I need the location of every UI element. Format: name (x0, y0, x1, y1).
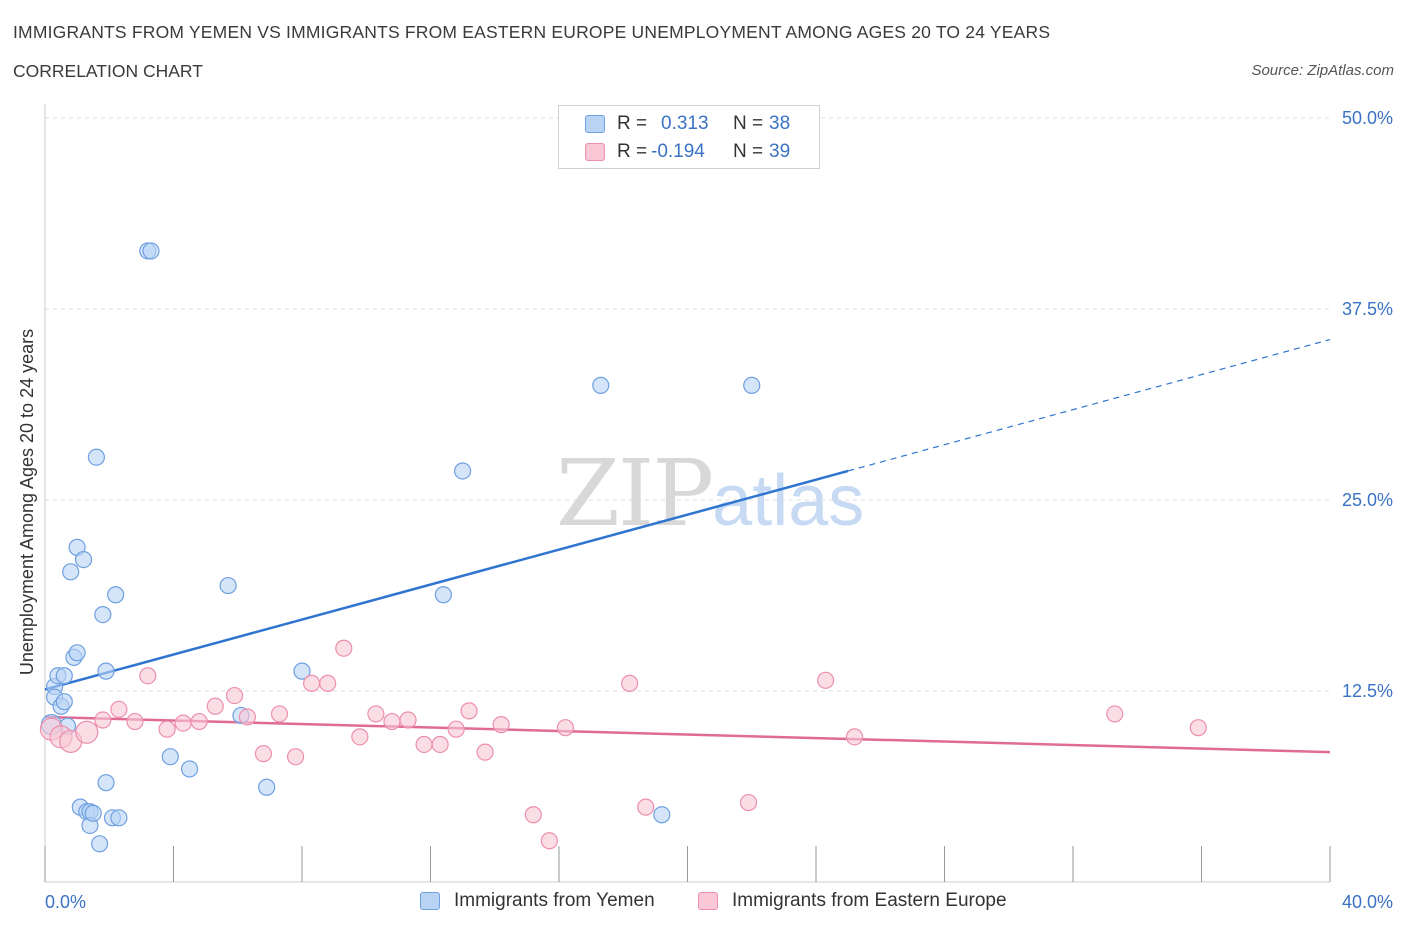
yemen-point (91, 835, 109, 853)
legend-n-label: N = (733, 141, 764, 162)
yemen-point (107, 586, 125, 604)
chart-title: IMMIGRANTS FROM YEMEN VS IMMIGRANTS FROM… (13, 22, 1051, 42)
eastern-europe-point (739, 793, 758, 812)
yemen-point (219, 576, 237, 595)
yemen-point (97, 774, 115, 792)
eastern-europe-point (621, 674, 639, 692)
eastern-europe-point (1189, 719, 1207, 737)
yemen-point (55, 667, 73, 685)
eastern-europe-point (75, 720, 99, 744)
legend-r-label: R = (617, 113, 648, 134)
eastern-europe-point (383, 712, 401, 731)
yemen-point (84, 804, 102, 822)
eastern-europe-trend-line (44, 715, 1331, 754)
correlation-legend: R = 0.313 N = 38 R = -0.194 N = 39 (558, 105, 820, 169)
eastern-europe-point (94, 711, 112, 729)
y-tick-label: 37.5% (1342, 299, 1393, 319)
yemen-point (110, 809, 128, 827)
eastern-europe-point (524, 806, 542, 824)
bottom-legend-swatch-yemen (420, 892, 440, 910)
yemen-point (87, 448, 106, 466)
y-tick-label: 25.0% (1342, 490, 1393, 510)
eastern-europe-point (460, 702, 478, 720)
eastern-europe-point (254, 745, 273, 763)
bottom-legend-label-yemen: Immigrants from Yemen (454, 890, 655, 911)
source-credit: Source: ZipAtlas.com (1251, 62, 1394, 79)
yemen-point (653, 806, 671, 824)
eastern-europe-point (556, 719, 575, 737)
legend-n-label: N = (733, 113, 764, 134)
yemen-point (55, 693, 73, 711)
x-tick-label: 0.0% (45, 892, 86, 912)
yemen-trend-line (44, 469, 849, 691)
legend-n-value-eastern-europe: 39 (769, 141, 791, 162)
legend-r-label: R = (617, 141, 648, 162)
legend-swatch-eastern-europe (585, 143, 605, 161)
legend-n-value-yemen: 38 (769, 113, 791, 134)
eastern-europe-point (158, 720, 176, 738)
eastern-europe-point (817, 671, 835, 689)
yemen-point (434, 586, 452, 604)
grid-layer (45, 117, 1330, 692)
bottom-legend-swatch-eastern-europe (698, 892, 718, 910)
eastern-europe-point (126, 712, 144, 731)
bottom-legend-label-eastern-europe: Immigrants from Eastern Europe (732, 890, 1007, 911)
yemen-point (68, 644, 86, 662)
yemen-point (180, 760, 199, 778)
eastern-europe-point (415, 735, 433, 754)
eastern-europe-point (447, 720, 465, 738)
yemen-trend-extension (847, 338, 1331, 472)
y-tick-label: 12.5% (1342, 681, 1393, 701)
axis-layer (44, 104, 1331, 883)
yemen-point (454, 462, 472, 480)
eastern-europe-point (174, 714, 192, 732)
eastern-europe-point (225, 686, 244, 705)
yemen-point (97, 662, 115, 680)
eastern-europe-point (319, 674, 337, 692)
point-layer (39, 242, 1207, 853)
eastern-europe-point (476, 743, 494, 761)
yemen-point (142, 242, 160, 260)
label-layer: 12.5% 25.0% 37.5% 50.0% 0.0% 40.0% Unemploymen… (17, 108, 1393, 912)
eastern-europe-point (367, 705, 385, 723)
eastern-europe-point (206, 697, 224, 715)
yemen-point (74, 550, 93, 569)
eastern-europe-point (238, 708, 256, 726)
y-tick-label: 50.0% (1342, 108, 1393, 128)
eastern-europe-point (110, 700, 128, 718)
eastern-europe-point (351, 728, 369, 746)
eastern-europe-point (399, 711, 417, 729)
x-tick-label: 40.0% (1342, 892, 1393, 912)
yemen-point (94, 605, 112, 624)
legend-r-value-eastern-europe: -0.194 (651, 141, 705, 162)
yemen-point (62, 563, 80, 581)
eastern-europe-point (1106, 705, 1124, 723)
eastern-europe-point (431, 735, 449, 754)
legend-r-value-yemen: 0.313 (661, 113, 709, 134)
eastern-europe-point (540, 832, 558, 850)
y-axis-label: Unemployment Among Ages 20 to 24 years (17, 329, 37, 675)
eastern-europe-point (303, 674, 321, 692)
eastern-europe-point (286, 748, 305, 766)
eastern-europe-point (190, 712, 208, 731)
yemen-point (161, 748, 179, 766)
eastern-europe-point (492, 716, 510, 734)
yemen-point (258, 778, 276, 796)
legend-swatch-yemen (585, 115, 605, 133)
eastern-europe-point (335, 639, 353, 657)
eastern-europe-point (637, 798, 655, 816)
chart-subtitle: CORRELATION CHART (13, 61, 203, 81)
trend-layer (44, 338, 1331, 754)
eastern-europe-point (270, 705, 289, 723)
yemen-point (743, 376, 761, 394)
yemen-point (592, 376, 610, 394)
eastern-europe-point (845, 728, 864, 746)
yemen-point (293, 662, 311, 680)
eastern-europe-point (139, 667, 157, 685)
